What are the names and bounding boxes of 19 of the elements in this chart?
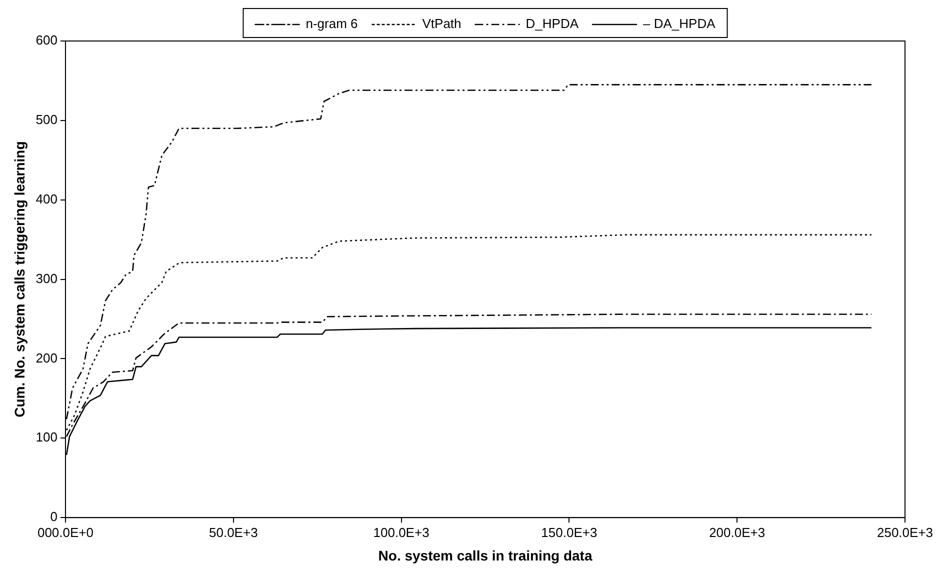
y-tick-label: 600	[36, 32, 58, 48]
x-tick-label: 100.0E+3	[373, 524, 430, 540]
legend-label: – DA_HPDA	[643, 16, 716, 32]
y-tick-label: 300	[36, 270, 58, 286]
x-tick-label: 50.0E+3	[208, 524, 258, 540]
x-tick-label: 000.0E+0	[37, 524, 94, 540]
y-tick-label: 0	[50, 509, 58, 524]
y-tick-label: 500	[36, 112, 58, 128]
x-tick-label: 150.0E+3	[541, 524, 598, 540]
y-tick-label: 200	[36, 350, 58, 366]
legend-label: D_HPDA	[526, 16, 579, 32]
x-tick-label: 200.0E+3	[709, 524, 766, 540]
y-tick-label: 400	[36, 191, 58, 206]
legend-label: VtPath	[422, 16, 462, 32]
y-tick-label: 100	[36, 430, 58, 445]
legend-label: n-gram 6	[306, 16, 358, 32]
y-axis-title: Cum. No. system calls triggering learning	[11, 141, 28, 418]
x-axis-title: No. system calls in training data	[378, 547, 592, 564]
x-tick-label: 250.0E+3	[876, 524, 934, 540]
